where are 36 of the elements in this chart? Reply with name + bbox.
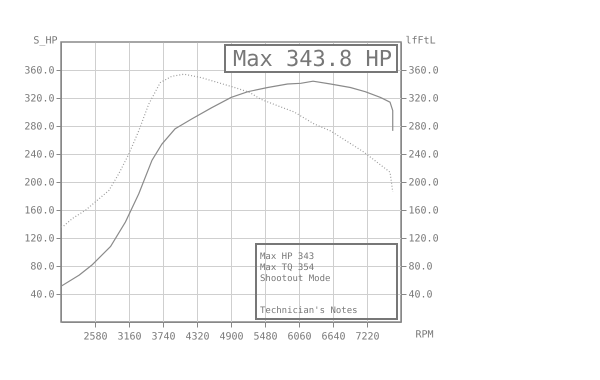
x-tick-label: 3740 bbox=[151, 332, 176, 342]
annotation: Technician's Notes bbox=[260, 306, 358, 316]
annotation: Max HP 343 bbox=[260, 252, 314, 262]
x-tick-label: 6640 bbox=[321, 332, 346, 342]
x-tick-label: 4900 bbox=[219, 332, 244, 342]
line-series bbox=[61, 74, 394, 228]
x-tick-label: 7220 bbox=[355, 332, 380, 342]
y-tick-label: 320.0 bbox=[24, 94, 54, 104]
annotation: Max 343.8 HP bbox=[233, 47, 392, 72]
y-tick-label: 40.0 bbox=[30, 290, 54, 300]
x-tick-label: 3160 bbox=[117, 332, 142, 342]
x-tick-label: 6060 bbox=[287, 332, 312, 342]
y-tick-label: 280.0 bbox=[24, 122, 54, 132]
y2-tick-label: 160.0 bbox=[408, 206, 439, 216]
y2-tick-label: 280.0 bbox=[408, 122, 439, 132]
y-tick-label: 80.0 bbox=[30, 262, 54, 272]
x-tick-label: 4320 bbox=[185, 332, 210, 342]
y-tick-label: 360.0 bbox=[24, 66, 54, 76]
x-axis-title: RPM bbox=[416, 330, 434, 340]
y-tick-label: 160.0 bbox=[24, 206, 54, 216]
y-axis-title: S_HP bbox=[33, 36, 58, 46]
y2-tick-label: 320.0 bbox=[408, 94, 439, 104]
y2-tick-label: 240.0 bbox=[408, 150, 439, 160]
y2-tick-label: 40.0 bbox=[408, 290, 433, 300]
y-tick-label: 120.0 bbox=[24, 234, 54, 244]
annotation: Max TQ 354 bbox=[260, 263, 314, 273]
annotation: Shootout Mode bbox=[260, 274, 330, 284]
y-tick-label: 200.0 bbox=[24, 178, 54, 188]
y-tick-label: 240.0 bbox=[24, 150, 54, 160]
y2-tick-label: 120.0 bbox=[408, 234, 439, 244]
x-tick-label: 5480 bbox=[253, 332, 278, 342]
y2-tick-label: 80.0 bbox=[408, 262, 433, 272]
x-tick-label: 2580 bbox=[83, 332, 108, 342]
y2-tick-label: 360.0 bbox=[408, 66, 439, 76]
y2-axis-title: lfFtL bbox=[406, 36, 436, 46]
y2-tick-label: 200.0 bbox=[408, 178, 439, 188]
